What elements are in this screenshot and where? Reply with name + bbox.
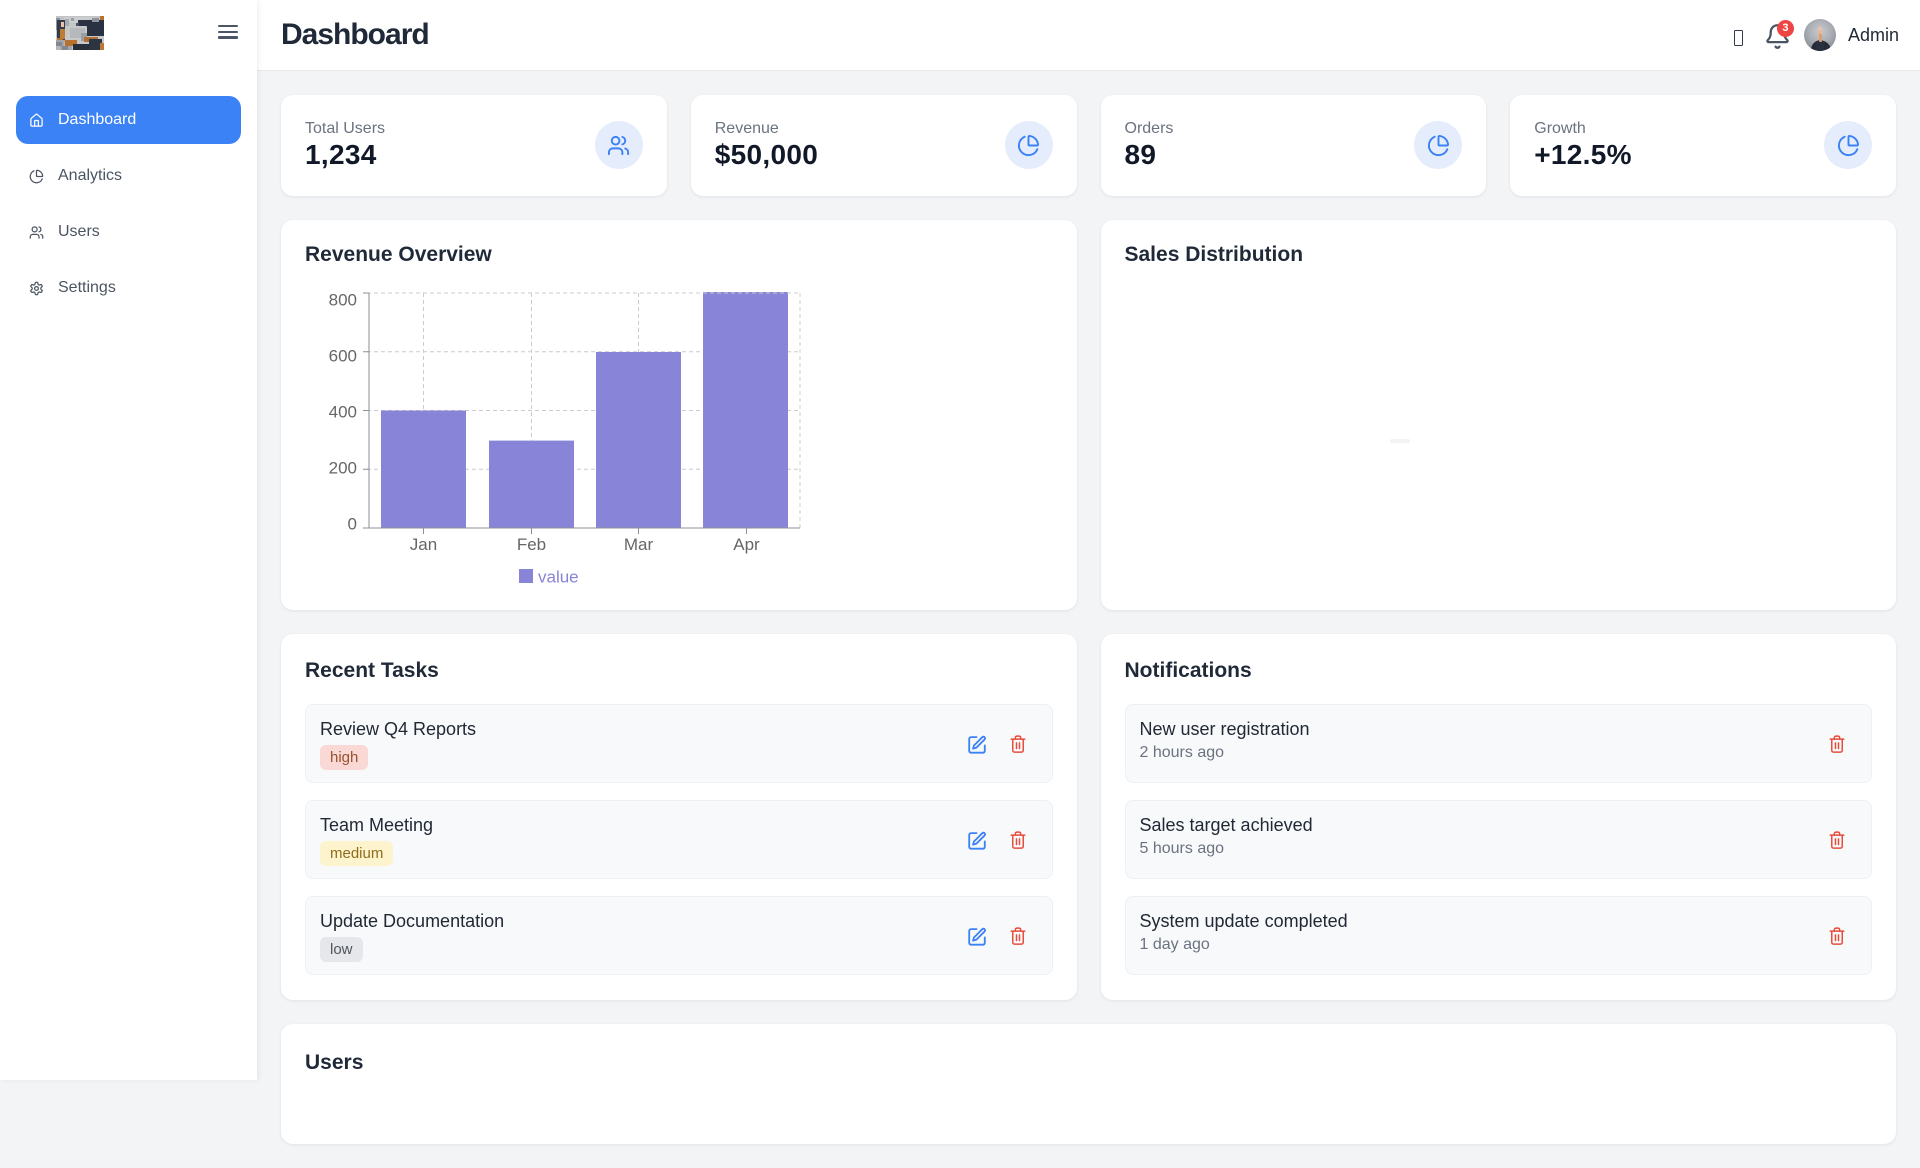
svg-text:400: 400 <box>329 403 357 422</box>
svg-text:Feb: Feb <box>517 535 546 554</box>
svg-text:Jan: Jan <box>410 535 437 554</box>
svg-text:Apr: Apr <box>733 535 760 554</box>
svg-text:0: 0 <box>348 515 357 534</box>
svg-text:value: value <box>538 568 579 587</box>
svg-text:600: 600 <box>329 347 357 366</box>
svg-text:Mar: Mar <box>624 535 654 554</box>
svg-text:800: 800 <box>329 291 357 310</box>
svg-text:200: 200 <box>329 459 357 478</box>
